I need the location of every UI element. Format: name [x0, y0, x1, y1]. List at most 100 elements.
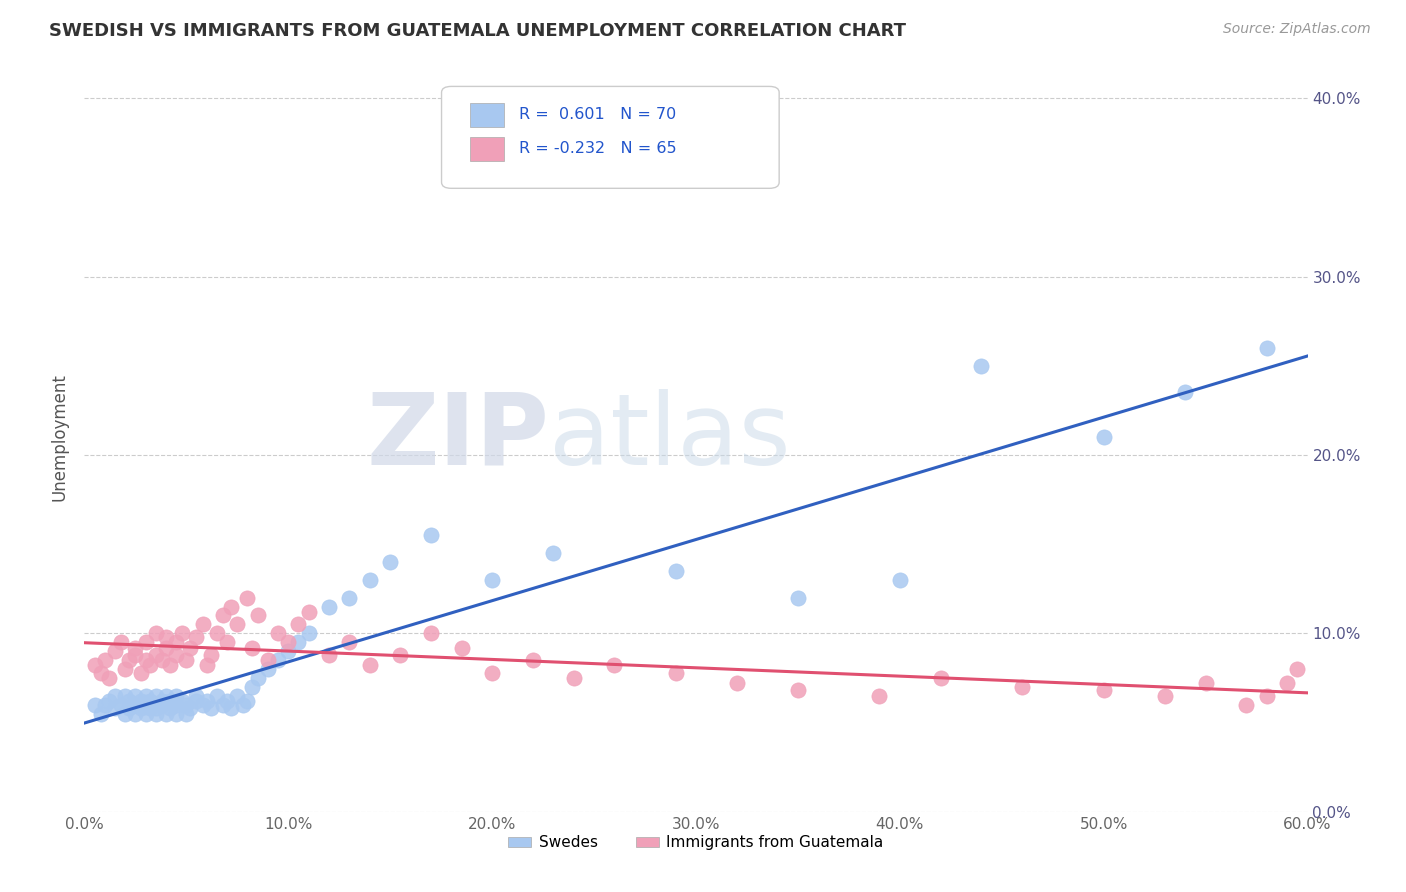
FancyBboxPatch shape	[470, 136, 503, 161]
Point	[110, 698, 132, 712]
Point	[205, 626, 228, 640]
Point	[165, 635, 187, 649]
Point	[90, 665, 112, 680]
Point	[869, 689, 891, 703]
Point	[543, 546, 565, 560]
Point	[110, 635, 132, 649]
Point	[236, 694, 259, 708]
Point	[236, 591, 259, 605]
Point	[124, 698, 146, 712]
Point	[1174, 385, 1197, 400]
Point	[195, 658, 218, 673]
Point	[186, 630, 208, 644]
Point	[97, 694, 120, 708]
Point	[118, 694, 141, 708]
Point	[165, 689, 187, 703]
Point	[219, 599, 242, 614]
Point	[217, 694, 239, 708]
Point	[155, 689, 177, 703]
Point	[787, 683, 810, 698]
Point	[257, 662, 280, 676]
Point	[665, 665, 688, 680]
Point	[179, 701, 201, 715]
Point	[83, 698, 105, 712]
Point	[114, 706, 136, 721]
Point	[522, 653, 544, 667]
Point	[226, 617, 249, 632]
Point	[138, 694, 160, 708]
Point	[359, 658, 381, 673]
Point	[172, 626, 194, 640]
Point	[104, 701, 127, 715]
Point	[380, 555, 402, 569]
Point	[257, 653, 280, 667]
Point	[287, 635, 309, 649]
Point	[155, 640, 177, 655]
Point	[114, 662, 136, 676]
Point	[200, 648, 222, 662]
FancyBboxPatch shape	[470, 103, 503, 127]
Point	[191, 617, 214, 632]
Point	[929, 671, 952, 685]
Point	[145, 706, 167, 721]
Point	[155, 706, 177, 721]
Point	[104, 644, 127, 658]
Point	[1256, 341, 1278, 355]
Point	[420, 528, 443, 542]
Text: atlas: atlas	[550, 389, 790, 485]
Point	[104, 689, 127, 703]
Point	[481, 665, 503, 680]
FancyBboxPatch shape	[441, 87, 779, 188]
Point	[359, 573, 381, 587]
Point	[1092, 430, 1115, 444]
Point	[212, 698, 235, 712]
Point	[240, 640, 263, 655]
Point	[124, 706, 146, 721]
Point	[150, 694, 173, 708]
Point	[318, 599, 340, 614]
Point	[135, 689, 157, 703]
Point	[165, 648, 187, 662]
Point	[1286, 662, 1309, 676]
Point	[298, 605, 321, 619]
Point	[787, 591, 810, 605]
Point	[665, 564, 688, 578]
Point	[420, 626, 443, 640]
Point	[186, 689, 208, 703]
Point	[174, 653, 197, 667]
Text: ZIP: ZIP	[367, 389, 550, 485]
Point	[131, 701, 153, 715]
Point	[246, 671, 269, 685]
Point	[131, 665, 153, 680]
Point	[1256, 689, 1278, 703]
Point	[174, 698, 197, 712]
Point	[1154, 689, 1177, 703]
Point	[135, 635, 157, 649]
Point	[124, 648, 146, 662]
Point	[93, 698, 115, 712]
Point	[186, 694, 208, 708]
Point	[150, 653, 173, 667]
Point	[562, 671, 585, 685]
Point	[287, 617, 309, 632]
Point	[889, 573, 911, 587]
Point	[205, 689, 228, 703]
Point	[240, 680, 263, 694]
Point	[138, 658, 160, 673]
Point	[1277, 676, 1299, 690]
Point	[90, 706, 112, 721]
Point	[217, 635, 239, 649]
Point	[200, 701, 222, 715]
Point	[145, 689, 167, 703]
Point	[725, 676, 748, 690]
Point	[970, 359, 993, 373]
Point	[174, 706, 197, 721]
Point	[97, 671, 120, 685]
Text: Source: ZipAtlas.com: Source: ZipAtlas.com	[1223, 22, 1371, 37]
Y-axis label: Unemployment: Unemployment	[51, 373, 69, 501]
Point	[212, 608, 235, 623]
Text: R =  0.601   N = 70: R = 0.601 N = 70	[519, 107, 676, 122]
Point	[277, 635, 299, 649]
Point	[232, 698, 254, 712]
Point	[135, 698, 157, 712]
